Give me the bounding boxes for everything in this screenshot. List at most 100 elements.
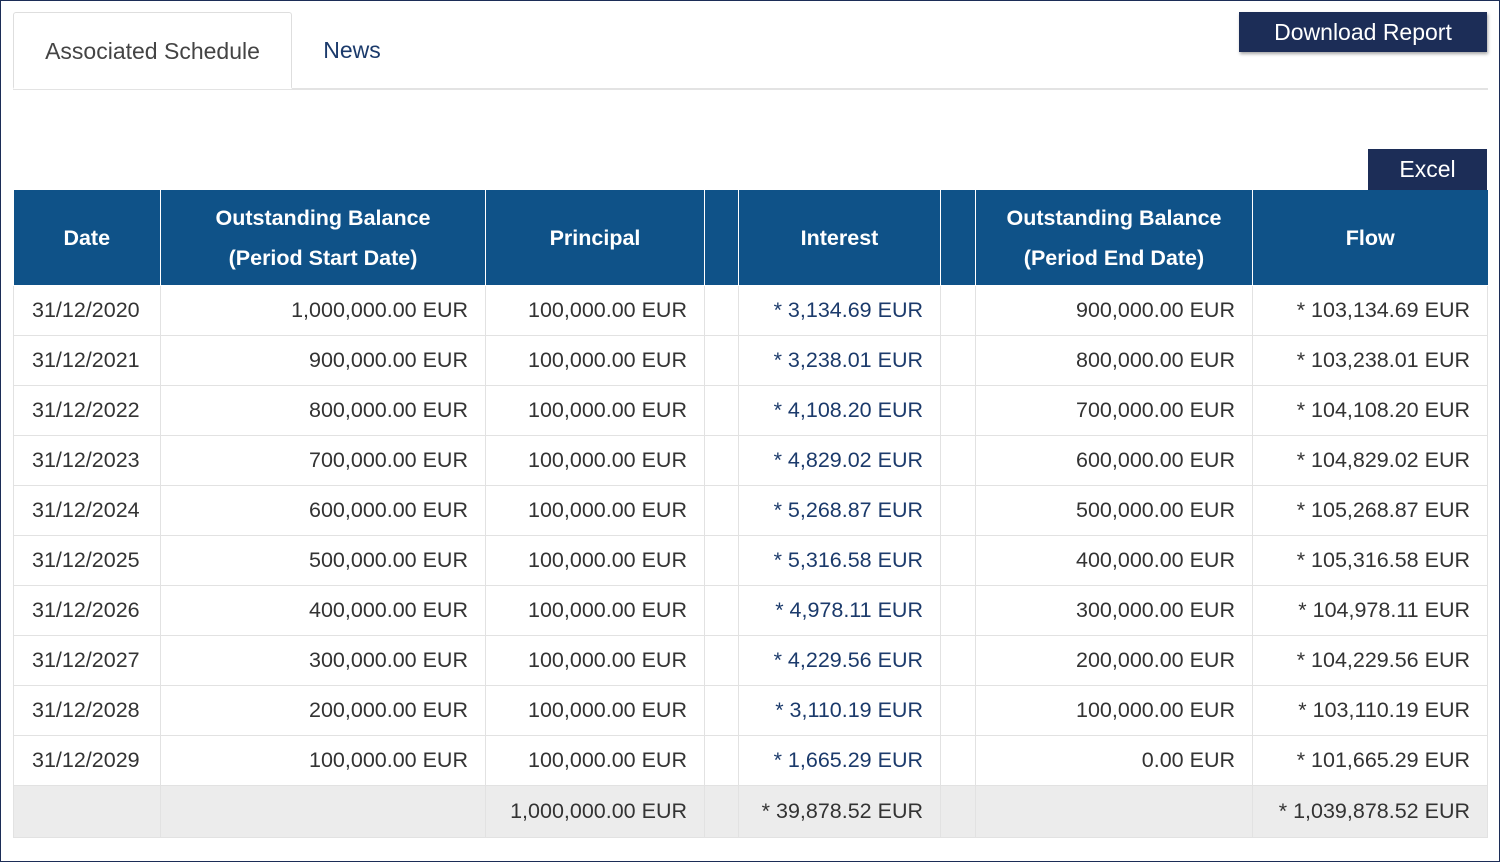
cell-spacer [940, 635, 976, 686]
cell-start-balance: 1,000,000.00 EUR [160, 285, 486, 336]
cell-interest-link[interactable]: * 5,268.87 EUR [738, 485, 941, 536]
cell-spacer [940, 535, 976, 586]
totals-row: 1,000,000.00 EUR * 39,878.52 EUR * 1,039,8… [13, 785, 1488, 838]
cell-interest-link[interactable]: * 1,665.29 EUR [738, 735, 941, 786]
cell-spacer [940, 735, 976, 786]
column-header-principal: Principal [485, 190, 705, 286]
table-row: 31/12/2021 900,000.00 EUR 100,000.00 EUR * … [13, 335, 1488, 386]
cell-end-balance: 600,000.00 EUR [975, 435, 1253, 486]
cell-date: 31/12/2024 [13, 485, 161, 536]
cell-spacer [704, 335, 739, 386]
table-row: 31/12/2025 500,000.00 EUR 100,000.00 EUR * … [13, 535, 1488, 586]
cell-principal: 100,000.00 EUR [485, 385, 705, 436]
table-row: 31/12/2028 200,000.00 EUR 100,000.00 EUR * … [13, 685, 1488, 736]
cell-spacer [940, 385, 976, 436]
tab-associated-schedule[interactable]: Associated Schedule [13, 12, 292, 89]
cell-date: 31/12/2028 [13, 685, 161, 736]
cell-date: 31/12/2023 [13, 435, 161, 486]
cell-interest-link[interactable]: * 4,229.56 EUR [738, 635, 941, 686]
cell-start-balance: 400,000.00 EUR [160, 585, 486, 636]
cell-end-balance: 400,000.00 EUR [975, 535, 1253, 586]
table-row: 31/12/2022 800,000.00 EUR 100,000.00 EUR * … [13, 385, 1488, 436]
cell-flow: * 104,978.11 EUR [1252, 585, 1488, 636]
cell-spacer [704, 285, 739, 336]
cell-interest-link[interactable]: * 3,110.19 EUR [738, 685, 941, 736]
cell-date: 31/12/2021 [13, 335, 161, 386]
cell-flow: * 104,229.56 EUR [1252, 635, 1488, 686]
cell-spacer [704, 685, 739, 736]
table-row: 31/12/2020 1,000,000.00 EUR 100,000.00 EUR… [13, 285, 1488, 336]
cell-spacer [940, 685, 976, 736]
cell-interest-link[interactable]: * 4,829.02 EUR [738, 435, 941, 486]
cell-spacer [704, 785, 739, 838]
cell-start-balance: 600,000.00 EUR [160, 485, 486, 536]
cell-spacer [940, 485, 976, 536]
table-row: 31/12/2026 400,000.00 EUR 100,000.00 EUR * … [13, 585, 1488, 636]
cell-date: 31/12/2026 [13, 585, 161, 636]
cell-start-balance: 300,000.00 EUR [160, 635, 486, 686]
column-header-interest: Interest [738, 190, 941, 286]
cell-spacer [940, 285, 976, 336]
cell-end-balance: 0.00 EUR [975, 735, 1253, 786]
cell-end-balance: 700,000.00 EUR [975, 385, 1253, 436]
cell-date: 31/12/2027 [13, 635, 161, 686]
cell-principal: 100,000.00 EUR [485, 335, 705, 386]
cell-interest-link[interactable]: * 5,316.58 EUR [738, 535, 941, 586]
cell-total-empty [160, 785, 486, 838]
column-header-spacer [940, 190, 976, 286]
cell-principal: 100,000.00 EUR [485, 585, 705, 636]
cell-date: 31/12/2020 [13, 285, 161, 336]
cell-spacer [704, 585, 739, 636]
cell-principal: 100,000.00 EUR [485, 685, 705, 736]
cell-flow: * 104,829.02 EUR [1252, 435, 1488, 486]
cell-flow: * 105,268.87 EUR [1252, 485, 1488, 536]
table-row: 31/12/2029 100,000.00 EUR 100,000.00 EUR * … [13, 735, 1488, 786]
cell-flow: * 103,110.19 EUR [1252, 685, 1488, 736]
cell-principal: 100,000.00 EUR [485, 285, 705, 336]
cell-date: 31/12/2025 [13, 535, 161, 586]
cell-start-balance: 200,000.00 EUR [160, 685, 486, 736]
excel-export-button[interactable]: Excel [1368, 149, 1487, 190]
cell-spacer [704, 485, 739, 536]
cell-flow: * 101,665.29 EUR [1252, 735, 1488, 786]
cell-start-balance: 700,000.00 EUR [160, 435, 486, 486]
cell-spacer [704, 635, 739, 686]
cell-principal: 100,000.00 EUR [485, 485, 705, 536]
tab-news[interactable]: News [323, 37, 381, 63]
cell-total-empty [13, 785, 161, 838]
cell-total-flow: * 1,039,878.52 EUR [1252, 785, 1488, 838]
cell-end-balance: 800,000.00 EUR [975, 335, 1253, 386]
cell-total-interest: * 39,878.52 EUR [738, 785, 941, 838]
cell-spacer [940, 435, 976, 486]
cell-flow: * 103,134.69 EUR [1252, 285, 1488, 336]
cell-spacer [940, 585, 976, 636]
cell-spacer [704, 735, 739, 786]
cell-end-balance: 500,000.00 EUR [975, 485, 1253, 536]
cell-spacer [704, 535, 739, 586]
cell-end-balance: 300,000.00 EUR [975, 585, 1253, 636]
cell-flow: * 104,108.20 EUR [1252, 385, 1488, 436]
cell-interest-link[interactable]: * 3,238.01 EUR [738, 335, 941, 386]
cell-date: 31/12/2029 [13, 735, 161, 786]
table-body: 31/12/2020 1,000,000.00 EUR 100,000.00 EUR… [13, 285, 1488, 838]
cell-start-balance: 900,000.00 EUR [160, 335, 486, 386]
cell-flow: * 105,316.58 EUR [1252, 535, 1488, 586]
cell-interest-link[interactable]: * 3,134.69 EUR [738, 285, 941, 336]
download-report-button[interactable]: Download Report [1239, 12, 1487, 52]
cell-principal: 100,000.00 EUR [485, 435, 705, 486]
table-row: 31/12/2027 300,000.00 EUR 100,000.00 EUR * … [13, 635, 1488, 686]
cell-interest-link[interactable]: * 4,108.20 EUR [738, 385, 941, 436]
cell-total-principal: 1,000,000.00 EUR [485, 785, 705, 838]
cell-end-balance: 100,000.00 EUR [975, 685, 1253, 736]
cell-spacer [940, 785, 976, 838]
column-header-outstanding-start: Outstanding Balance (Period Start Date) [160, 190, 486, 286]
cell-end-balance: 900,000.00 EUR [975, 285, 1253, 336]
table-row: 31/12/2023 700,000.00 EUR 100,000.00 EUR * … [13, 435, 1488, 486]
cell-spacer [704, 435, 739, 486]
cell-interest-link[interactable]: * 4,978.11 EUR [738, 585, 941, 636]
cell-spacer [704, 385, 739, 436]
cell-flow: * 103,238.01 EUR [1252, 335, 1488, 386]
column-header-outstanding-end: Outstanding Balance (Period End Date) [975, 190, 1253, 286]
cell-start-balance: 800,000.00 EUR [160, 385, 486, 436]
cell-start-balance: 100,000.00 EUR [160, 735, 486, 786]
